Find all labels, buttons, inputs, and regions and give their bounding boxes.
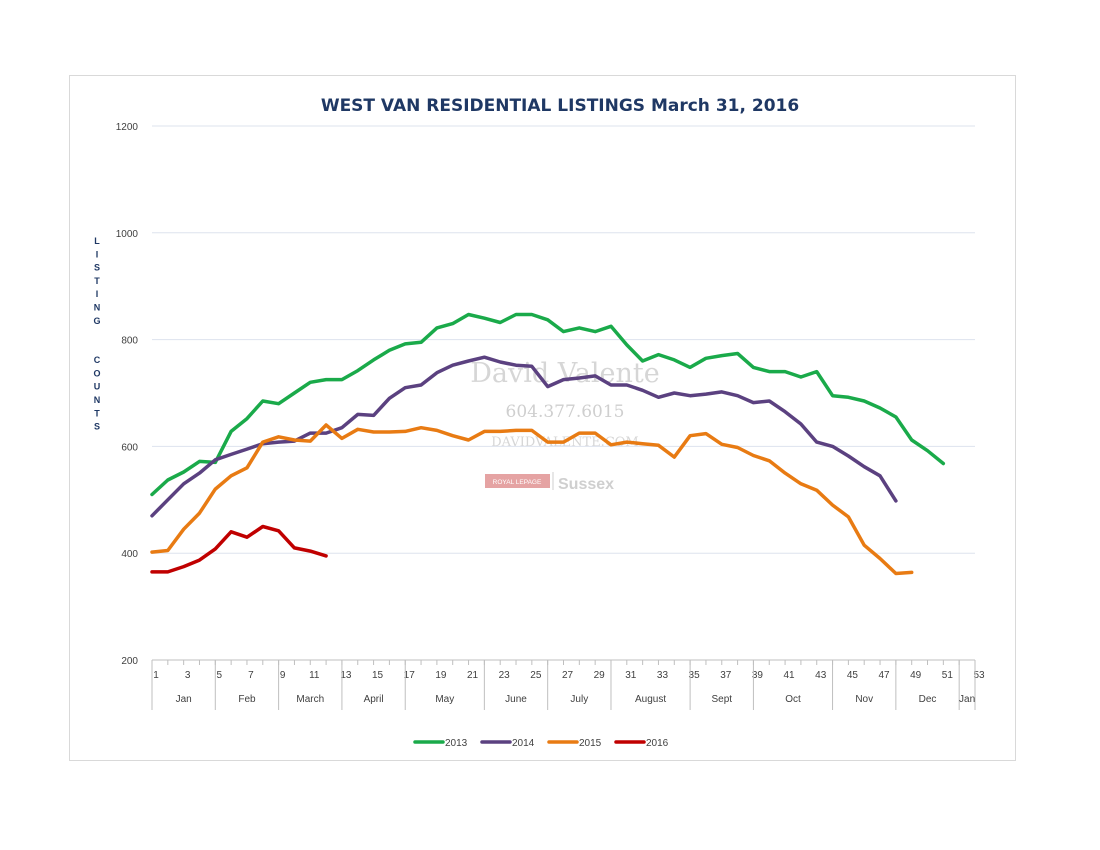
series-line-2016 [150, 524, 328, 574]
y-axis-label-letter: S [94, 422, 100, 432]
x-tick-label: 37 [720, 670, 732, 681]
month-label: Nov [855, 694, 873, 705]
x-tick-label: 7 [248, 670, 254, 681]
watermark-brokerage-region: Sussex [558, 476, 614, 493]
series-line-2014 [150, 355, 898, 518]
y-axis-label-letter: I [96, 249, 99, 259]
y-axis-label-letter: S [94, 263, 100, 273]
month-label: June [505, 694, 527, 705]
legend-label-2015: 2015 [579, 738, 602, 749]
y-tick-label: 1000 [116, 229, 139, 240]
y-axis-label-letter: N [94, 303, 101, 313]
x-tick-label: 13 [340, 670, 352, 681]
legend-label-2014: 2014 [512, 738, 535, 749]
month-label: May [435, 694, 454, 705]
chart-title: WEST VAN RESIDENTIAL LISTINGS March 31, … [321, 96, 799, 116]
y-tick-label: 800 [121, 336, 138, 347]
line-chart: WEST VAN RESIDENTIAL LISTINGS March 31, … [93, 96, 985, 749]
x-tick-label: 17 [404, 670, 416, 681]
month-label: Dec [919, 694, 937, 705]
legend-label-2013: 2013 [445, 738, 468, 749]
x-tick-label: 45 [847, 670, 859, 681]
x-tick-label: 23 [499, 670, 511, 681]
x-tick-label: 9 [280, 670, 286, 681]
x-tick-label: 41 [784, 670, 796, 681]
x-tick-label: 39 [752, 670, 764, 681]
series-line-2015 [150, 423, 914, 576]
y-axis-label-letter: G [93, 316, 100, 326]
y-axis-label-letter: O [93, 368, 100, 378]
month-label: Jan [959, 694, 975, 705]
month-label: Jan [176, 694, 192, 705]
y-axis-label-letter: I [96, 289, 99, 299]
y-axis-label-letter: T [94, 408, 100, 418]
y-tick-label: 200 [121, 656, 138, 667]
month-label: April [364, 694, 384, 705]
x-tick-label: 49 [910, 670, 922, 681]
x-tick-label: 5 [217, 670, 223, 681]
x-tick-label: 29 [594, 670, 606, 681]
x-tick-label: 35 [689, 670, 701, 681]
x-tick-label: 11 [309, 670, 320, 681]
y-axis-label-letter: L [94, 236, 100, 246]
x-tick-label: 25 [530, 670, 542, 681]
month-label: July [570, 694, 588, 705]
watermark-phone: 604.377.6015 [506, 402, 625, 422]
x-tick-label: 19 [435, 670, 447, 681]
month-label: March [296, 694, 324, 705]
y-axis-ticks: 200 400 600 800 1000 1200 [116, 122, 139, 667]
month-label: August [635, 694, 666, 705]
month-label: Sept [711, 694, 732, 705]
x-tick-label: 51 [942, 670, 954, 681]
y-axis-label-letter: C [94, 355, 101, 365]
x-tick-label: 3 [185, 670, 191, 681]
series-line-2013 [150, 312, 946, 497]
x-tick-label: 1 [153, 670, 159, 681]
y-tick-label: 400 [121, 549, 138, 560]
legend: 2013 2014 2015 2016 [413, 738, 669, 749]
x-tick-label: 21 [467, 670, 479, 681]
x-tick-label: 15 [372, 670, 384, 681]
gridlines [152, 125, 975, 661]
watermark-brokerage: ROYAL LEPAGE [493, 479, 542, 486]
y-axis-label-letter: T [94, 276, 100, 286]
watermark-brokerage-logo [485, 474, 550, 488]
x-tick-label: 43 [815, 670, 827, 681]
x-tick-label: 47 [878, 670, 890, 681]
legend-label-2016: 2016 [646, 738, 669, 749]
y-axis-label-letter: U [94, 382, 101, 392]
y-tick-label: 1200 [116, 122, 139, 133]
chart-frame: WEST VAN RESIDENTIAL LISTINGS March 31, … [69, 75, 1016, 761]
x-tick-label: 27 [562, 670, 574, 681]
x-tick-label: 53 [973, 670, 985, 681]
x-tick-label: 31 [625, 670, 637, 681]
month-label: Feb [238, 694, 256, 705]
y-tick-label: 600 [121, 442, 138, 453]
y-axis-label-letter: N [94, 395, 101, 405]
series-lines [150, 312, 946, 576]
x-axis: 1 3 5 7 9 11 13 15 17 19 21 23 25 27 29 31 33 35 37 39 41 43 4… [151, 659, 985, 710]
x-tick-label: 33 [657, 670, 669, 681]
month-label: Oct [785, 694, 801, 705]
